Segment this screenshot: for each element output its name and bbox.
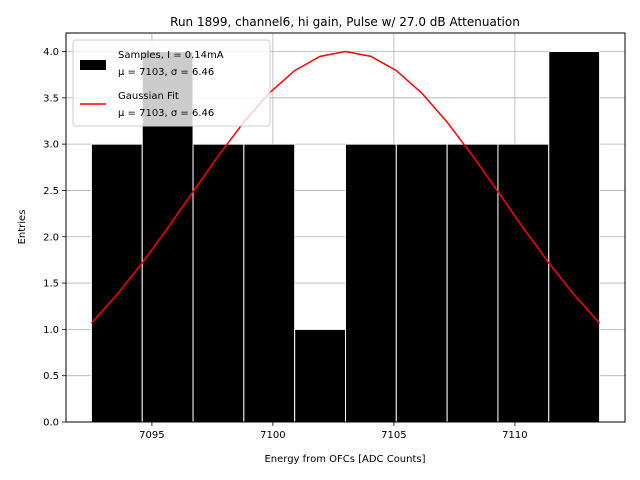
y-axis-ticks: 0.0 0.5 1.0 1.5 2.0 2.5 3.0 3.5 4.0 — [43, 47, 66, 429]
y-tick-label: 2.0 — [43, 232, 59, 243]
histogram-bar — [90, 143, 143, 423]
histogram-bar — [497, 143, 550, 423]
y-tick-label: 3.0 — [43, 140, 59, 151]
x-tick-label: 7100 — [260, 430, 285, 441]
x-tick-label: 7105 — [381, 430, 406, 441]
x-tick-label: 7095 — [139, 430, 164, 441]
histogram-bar — [446, 143, 499, 423]
legend-samples-label: Samples, I = 0.14mA — [118, 50, 224, 61]
y-tick-label: 1.5 — [43, 279, 59, 290]
histogram-bar — [243, 143, 296, 423]
y-tick-label: 3.5 — [43, 93, 59, 104]
chart-title: Run 1899, channel6, hi gain, Pulse w/ 27… — [170, 15, 520, 29]
legend-samples-swatch — [80, 60, 106, 70]
histogram-bar — [395, 143, 448, 423]
x-axis-label: Energy from OFCs [ADC Counts] — [264, 454, 425, 465]
histogram-bars — [90, 51, 601, 423]
x-tick-label: 7110 — [502, 430, 527, 441]
y-tick-label: 4.0 — [43, 47, 59, 58]
legend-samples-stats: μ = 7103, σ = 6.46 — [118, 67, 214, 78]
legend-box — [72, 39, 271, 127]
y-axis-label: Entries — [17, 210, 28, 245]
plot-frame — [65, 32, 626, 423]
x-axis-ticks: 7095 7100 7105 7110 — [139, 422, 528, 441]
legend-fit-stats: μ = 7103, σ = 6.46 — [118, 108, 214, 119]
gaussian-fit-line — [90, 50, 601, 324]
y-tick-label: 2.5 — [43, 186, 59, 197]
y-tick-label: 0.5 — [43, 371, 59, 382]
legend: Samples, I = 0.14mA μ = 7103, σ = 6.46 G… — [72, 39, 271, 127]
histogram-bar — [345, 143, 397, 423]
y-tick-label: 1.0 — [43, 325, 59, 336]
y-tick-label: 0.0 — [43, 418, 59, 429]
histogram-bar — [294, 328, 347, 423]
histogram-bar — [548, 51, 601, 423]
legend-fit-label: Gaussian Fit — [118, 91, 179, 102]
histogram-bar — [192, 143, 245, 423]
